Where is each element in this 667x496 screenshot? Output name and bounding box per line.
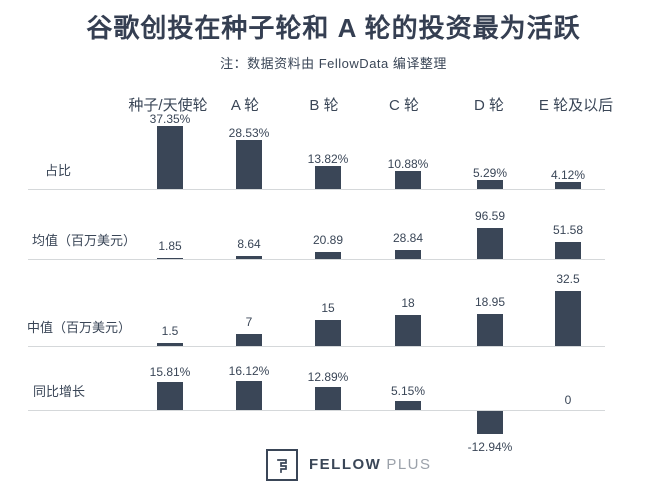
bar (477, 411, 503, 434)
bar (395, 401, 421, 410)
bar (236, 381, 262, 410)
row-label: 中值（百万美元） (27, 320, 132, 335)
value-label: 15 (321, 301, 335, 315)
bar (395, 315, 421, 346)
bar (555, 182, 581, 189)
value-label: 16.12% (228, 364, 270, 378)
bar (395, 250, 421, 259)
column-header: 种子/天使轮 (128, 97, 208, 114)
row-label: 占比 (45, 163, 72, 178)
value-label: 18.95 (474, 295, 506, 309)
bar (315, 252, 341, 259)
bar (157, 343, 183, 346)
value-label: 20.89 (312, 233, 344, 247)
fellowplus-logo: FELLOW PLUS (266, 449, 432, 481)
bar (157, 382, 183, 410)
bar (236, 334, 262, 346)
value-label: 28.84 (392, 231, 424, 245)
value-label: 5.15% (390, 384, 426, 398)
bar (477, 228, 503, 259)
column-header: A 轮 (230, 97, 260, 114)
logo-secondary-label: PLUS (386, 456, 432, 473)
row-baseline (28, 189, 605, 190)
bar (555, 291, 581, 346)
bar (236, 140, 262, 189)
row-label: 均值（百万美元） (32, 233, 137, 248)
value-label: 18 (401, 296, 415, 310)
bar (315, 387, 341, 410)
value-label: 1.5 (161, 324, 179, 338)
value-label: 28.53% (228, 126, 270, 140)
fellowplus-logo-text: FELLOW PLUS (309, 449, 432, 481)
bar (477, 180, 503, 189)
fellowplus-logo-icon (266, 449, 298, 481)
bar (315, 320, 341, 346)
bar (315, 166, 341, 189)
chart-title: 谷歌创投在种子轮和 A 轮的投资最为活跃 (86, 13, 581, 43)
bar (236, 256, 262, 259)
logo-primary-label: FELLOW (309, 456, 382, 473)
bar (395, 171, 421, 189)
value-label: 4.12% (550, 168, 586, 182)
row-baseline (28, 410, 605, 411)
bar (477, 314, 503, 346)
value-label: 0 (564, 393, 572, 407)
value-label: 15.81% (149, 365, 191, 379)
value-label: 5.29% (472, 166, 508, 180)
value-label: 96.59 (474, 209, 506, 223)
column-header: B 轮 (309, 97, 339, 114)
bar (157, 126, 183, 189)
chart-subtitle: 注：数据资料由 FellowData 编译整理 (220, 56, 447, 71)
column-header: E 轮及以后 (538, 97, 614, 114)
value-label: 13.82% (307, 152, 349, 166)
row-label: 同比增长 (33, 384, 86, 399)
value-label: -12.94% (467, 440, 513, 454)
value-label: 7 (245, 315, 253, 329)
row-baseline (28, 346, 605, 347)
column-header: D 轮 (473, 97, 504, 114)
row-baseline (28, 259, 605, 260)
value-label: 12.89% (307, 370, 349, 384)
value-label: 1.85 (158, 239, 182, 253)
value-label: 51.58 (552, 223, 584, 237)
value-label: 10.88% (387, 157, 429, 171)
value-label: 8.64 (237, 237, 261, 251)
bar (157, 258, 183, 259)
value-label: 37.35% (149, 112, 191, 126)
bar (555, 242, 581, 259)
column-header: C 轮 (388, 97, 419, 114)
value-label: 32.5 (556, 272, 580, 286)
